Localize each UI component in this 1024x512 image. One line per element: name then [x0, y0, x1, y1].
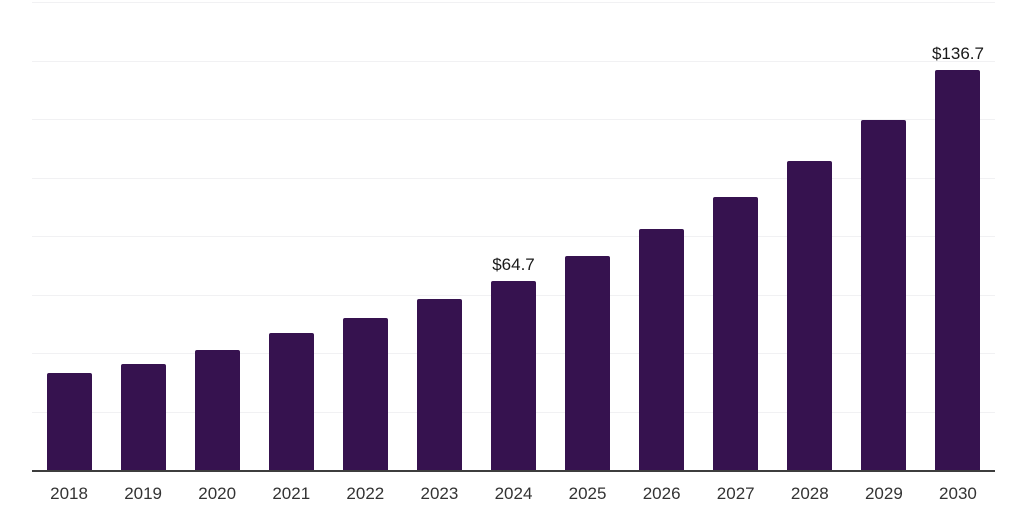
bar-2018: [46, 373, 92, 470]
bar-2024: [491, 280, 536, 470]
x-tick-label-2029: 2029: [864, 484, 903, 503]
bar-2023: [416, 298, 462, 470]
gridline-140: [32, 60, 995, 62]
x-tick-label-2028: 2028: [790, 484, 829, 503]
bar-2028: [787, 160, 833, 470]
x-tick-label-2023: 2023: [420, 484, 459, 503]
bar-2022: [342, 317, 388, 470]
x-tick-label-2018: 2018: [50, 484, 88, 503]
plot-area: $64.7 $136.7: [32, 2, 995, 470]
bar-2027: [713, 196, 759, 470]
x-tick-label-2019: 2019: [124, 484, 163, 503]
bar-2026: [639, 228, 685, 470]
x-tick-label-2025: 2025: [568, 484, 607, 503]
data-label-2030: $136.7: [931, 44, 984, 64]
x-tick-label-2022: 2022: [346, 484, 385, 503]
bar-2019: [120, 363, 166, 470]
x-tick-label-2030: 2030: [939, 484, 977, 503]
bar-2030: [935, 70, 981, 470]
gridline-80: [32, 236, 995, 237]
data-label-2024: $64.7: [492, 254, 535, 274]
x-tick-label-2021: 2021: [272, 484, 311, 503]
gridline-120: [32, 119, 995, 120]
gridline-100: [32, 177, 995, 179]
bar-2029: [861, 119, 907, 470]
x-tick-label-2024: 2024: [494, 484, 533, 503]
x-tick-label-2020: 2020: [198, 484, 237, 503]
bar-2020: [194, 349, 240, 470]
x-tick-label-2026: 2026: [642, 484, 681, 503]
bar-2021: [268, 333, 314, 470]
bar-2025: [565, 255, 611, 470]
x-axis-line: [32, 470, 995, 472]
gridline-160: [32, 2, 995, 3]
x-tick-label-2027: 2027: [716, 484, 755, 503]
